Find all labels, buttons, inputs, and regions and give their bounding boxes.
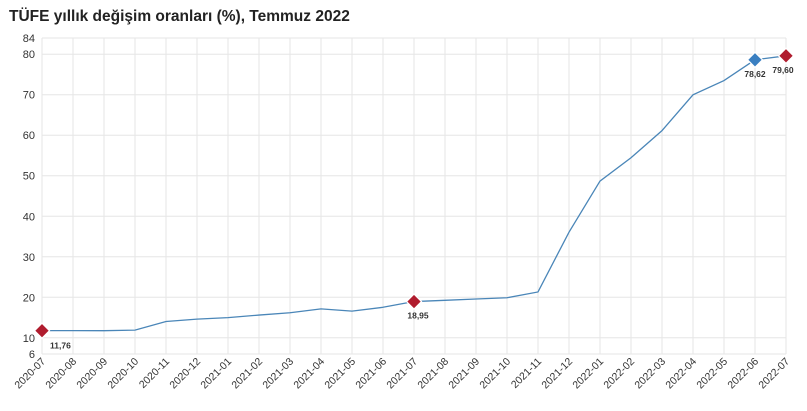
data-point <box>381 305 385 309</box>
data-point <box>660 129 664 133</box>
grid-layer <box>41 37 787 355</box>
data-point <box>629 156 633 160</box>
x-tick-label: 2021-12 <box>539 356 575 392</box>
data-point <box>536 290 540 294</box>
x-tick-label: 2021-02 <box>229 356 265 392</box>
y-tick-label: 60 <box>23 130 35 142</box>
data-point <box>195 317 199 321</box>
x-tick-label: 2022-06 <box>725 356 761 392</box>
data-point <box>567 230 571 234</box>
data-point <box>350 309 354 313</box>
data-point <box>71 329 75 333</box>
x-tick-label: 2020-10 <box>105 356 141 392</box>
x-tick-label: 2022-04 <box>663 356 699 392</box>
data-point <box>319 307 323 311</box>
marker-layer: 11,76 18,95 78,62 79,60 <box>33 47 795 351</box>
data-label: 79,60 <box>772 65 794 75</box>
x-tick-label: 2020-11 <box>137 356 172 391</box>
y-tick-label: 20 <box>23 292 35 304</box>
x-tick-label: 2021-07 <box>384 356 420 392</box>
y-tick-label: 84 <box>23 33 35 45</box>
data-point <box>598 179 602 183</box>
y-axis: 6 10 20 30 40 50 60 70 80 84 <box>23 33 35 361</box>
x-tick-label: 2020-12 <box>167 356 203 392</box>
y-tick-label: 70 <box>23 90 35 102</box>
x-axis: 2020-072020-082020-092020-102020-112020-… <box>12 356 792 392</box>
x-tick-label: 2020-09 <box>74 356 110 392</box>
x-tick-label: 2021-08 <box>415 356 451 392</box>
x-tick-label: 2021-01 <box>198 356 234 392</box>
x-tick-label: 2022-07 <box>756 356 792 392</box>
x-tick-label: 2021-10 <box>477 356 513 392</box>
highlight-marker <box>405 293 423 310</box>
x-tick-label: 2022-03 <box>632 356 668 392</box>
data-point <box>133 328 137 332</box>
data-point <box>691 93 695 97</box>
data-point <box>288 311 292 315</box>
x-tick-label: 2021-05 <box>322 356 358 392</box>
y-tick-label: 50 <box>23 171 35 183</box>
x-tick-label: 2021-06 <box>353 356 389 392</box>
data-point <box>226 316 230 320</box>
data-point <box>102 329 106 333</box>
data-point <box>505 296 509 300</box>
y-tick-label: 30 <box>23 252 35 264</box>
data-label: 18,95 <box>407 311 429 321</box>
data-point <box>164 319 168 323</box>
data-point <box>722 79 726 83</box>
y-tick-label: 10 <box>23 333 35 345</box>
data-point <box>257 313 261 317</box>
chart-title: TÜFE yıllık değişim oranları (%), Temmuz… <box>9 8 350 25</box>
data-point <box>474 297 478 301</box>
data-label: 78,62 <box>744 69 766 79</box>
x-tick-label: 2022-01 <box>570 356 606 392</box>
x-tick-label: 2022-02 <box>601 356 637 392</box>
data-point <box>443 298 447 302</box>
x-tick-label: 2021-03 <box>260 356 296 392</box>
x-tick-label: 2021-09 <box>446 356 482 392</box>
x-tick-label: 2021-11 <box>509 356 544 391</box>
y-tick-label: 6 <box>29 349 35 361</box>
highlight-marker <box>33 322 51 340</box>
y-tick-label: 80 <box>23 49 35 61</box>
highlight-marker <box>777 47 795 65</box>
highlight-marker <box>746 51 764 69</box>
x-tick-label: 2021-04 <box>291 356 327 392</box>
data-label: 11,76 <box>50 341 71 351</box>
x-tick-label: 2020-08 <box>43 356 79 392</box>
x-tick-label: 2022-05 <box>694 356 730 392</box>
y-tick-label: 40 <box>23 211 35 223</box>
